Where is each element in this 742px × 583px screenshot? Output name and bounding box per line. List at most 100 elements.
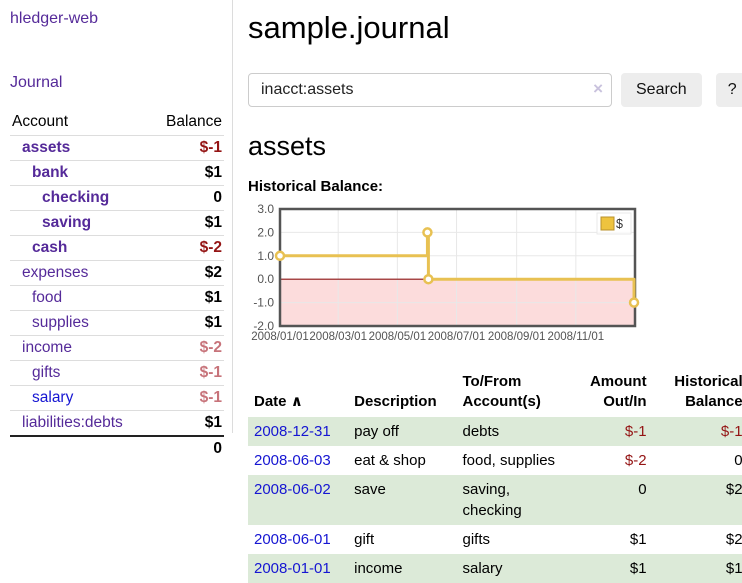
account-link-bank[interactable]: bank — [32, 164, 69, 181]
register-table: Date ∧ Description To/From Account(s) Am… — [248, 370, 742, 583]
app-title-link[interactable]: hledger-web — [10, 10, 99, 27]
account-link-supplies[interactable]: supplies — [32, 314, 89, 331]
account-balance: $1 — [150, 160, 224, 186]
account-balance: $-2 — [150, 235, 224, 261]
account-row-saving: saving $1 — [10, 210, 224, 236]
account-link-income[interactable]: income — [22, 339, 72, 356]
svg-text:-1.0: -1.0 — [253, 296, 274, 310]
transaction-accounts: saving, checking — [462, 480, 522, 519]
help-button[interactable]: ? — [715, 73, 742, 107]
transaction-row: 2008-06-03 eat & shop food, supplies $-2… — [248, 446, 742, 475]
transaction-date-link[interactable]: 2008-06-01 — [254, 530, 331, 548]
transaction-date-link[interactable]: 2008-12-31 — [254, 422, 331, 440]
account-row-income: income $-2 — [10, 335, 224, 361]
transaction-date-link[interactable]: 2008-06-03 — [254, 451, 331, 469]
svg-text:2008/05/01: 2008/05/01 — [369, 331, 427, 343]
account-row-checking: checking 0 — [10, 185, 224, 211]
account-balance: $1 — [150, 310, 224, 336]
account-balance: $1 — [150, 410, 224, 436]
transaction-row: 2008-12-31 pay off debts $-1 $-1 — [248, 416, 742, 446]
transaction-balance: $2 — [725, 480, 742, 498]
svg-text:$: $ — [616, 217, 623, 231]
account-balance: $1 — [150, 285, 224, 311]
account-column-header: To/From Account(s) — [462, 373, 541, 411]
transaction-row: 2008-01-01 income salary $1 $1 — [248, 553, 742, 583]
svg-text:2008/07/01: 2008/07/01 — [428, 331, 486, 343]
account-link-salary[interactable]: salary — [32, 389, 74, 406]
search-box: × — [248, 73, 612, 107]
account-link-assets[interactable]: assets — [22, 139, 71, 156]
svg-text:0.0: 0.0 — [257, 272, 274, 286]
transaction-date-link[interactable]: 2008-01-01 — [254, 559, 331, 577]
account-link-expenses[interactable]: expenses — [22, 264, 89, 281]
account-row-gifts: gifts $-1 — [10, 360, 224, 386]
svg-text:2008/01/01: 2008/01/01 — [251, 331, 309, 343]
account-row-assets: assets $-1 — [10, 135, 224, 161]
account-link-food[interactable]: food — [32, 289, 63, 306]
account-row-supplies: supplies $1 — [10, 310, 224, 336]
transaction-description: save — [354, 480, 386, 498]
transaction-amount: $-1 — [624, 422, 647, 440]
transaction-description: pay off — [354, 422, 399, 440]
account-column-header: Account — [12, 113, 69, 130]
sidebar-item-journal[interactable]: Journal — [10, 74, 63, 91]
accounts-total-balance: 0 — [150, 435, 224, 461]
description-column-header: Description — [354, 393, 437, 411]
account-page-title: assets — [248, 131, 327, 161]
accounts-total-row: 0 — [10, 435, 224, 461]
account-balance: $-1 — [150, 385, 224, 411]
sidebar: hledger-web Journal Account Balance asse… — [0, 0, 233, 461]
account-link-saving[interactable]: saving — [42, 214, 92, 231]
register-header-row: Date ∧ Description To/From Account(s) Am… — [248, 370, 742, 417]
svg-text:2008/03/01: 2008/03/01 — [309, 331, 367, 343]
account-link-liabilities-debts[interactable]: liabilities:debts — [22, 414, 123, 431]
svg-text:2008/09/01: 2008/09/01 — [488, 331, 546, 343]
account-balance: $1 — [150, 210, 224, 236]
transaction-amount: $-2 — [624, 451, 647, 469]
search-form: × Search ? — [248, 73, 742, 107]
transaction-description: eat & shop — [354, 451, 426, 469]
chart-heading: Historical Balance: — [248, 178, 384, 195]
account-row-food: food $1 — [10, 285, 224, 311]
account-row-expenses: expenses $2 — [10, 260, 224, 286]
account-link-cash[interactable]: cash — [32, 239, 68, 256]
accounts-table: Account Balance assets $-1 bank $1 check… — [10, 110, 224, 461]
transaction-accounts: food, supplies — [462, 451, 556, 469]
svg-text:2008/11/01: 2008/11/01 — [547, 331, 604, 343]
page-title: sample.journal — [248, 10, 450, 45]
account-row-salary: salary $-1 — [10, 385, 224, 411]
search-input[interactable] — [248, 73, 612, 107]
clear-search-icon[interactable]: × — [593, 79, 603, 98]
transaction-accounts: salary — [462, 559, 503, 577]
accounts-header-row: Account Balance — [10, 110, 224, 136]
account-link-checking[interactable]: checking — [42, 189, 110, 206]
transaction-row: 2008-06-02 save saving, checking 0 $2 — [248, 474, 742, 525]
date-column-header[interactable]: Date ∧ — [254, 393, 303, 411]
sort-asc-icon: ∧ — [290, 393, 303, 411]
transaction-accounts: gifts — [462, 530, 490, 548]
transaction-balance: $2 — [725, 530, 742, 548]
transaction-date-link[interactable]: 2008-06-02 — [254, 480, 331, 498]
transaction-balance: $-1 — [720, 422, 742, 440]
svg-text:-2.0: -2.0 — [253, 319, 274, 333]
balance-column-header: Historical Balance — [674, 373, 742, 411]
account-balance: $-2 — [150, 335, 224, 361]
search-button[interactable]: Search — [621, 73, 702, 107]
transaction-amount: $1 — [629, 559, 647, 577]
balance-column-header: Balance — [165, 113, 222, 130]
account-balance: $-1 — [150, 135, 224, 161]
account-balance: $2 — [150, 260, 224, 286]
transaction-balance: $1 — [725, 559, 742, 577]
transaction-accounts: debts — [462, 422, 500, 440]
account-link-gifts[interactable]: gifts — [32, 364, 61, 381]
main-content: sample.journal × Search ? assets Histori… — [233, 0, 742, 583]
transaction-description: income — [354, 559, 403, 577]
account-balance: 0 — [150, 185, 224, 211]
svg-text:2.0: 2.0 — [257, 225, 274, 239]
svg-text:3.0: 3.0 — [257, 202, 274, 216]
svg-text:1.0: 1.0 — [257, 249, 274, 263]
transaction-amount: $1 — [629, 530, 647, 548]
account-row-cash: cash $-2 — [10, 235, 224, 261]
account-row-bank: bank $1 — [10, 160, 224, 186]
